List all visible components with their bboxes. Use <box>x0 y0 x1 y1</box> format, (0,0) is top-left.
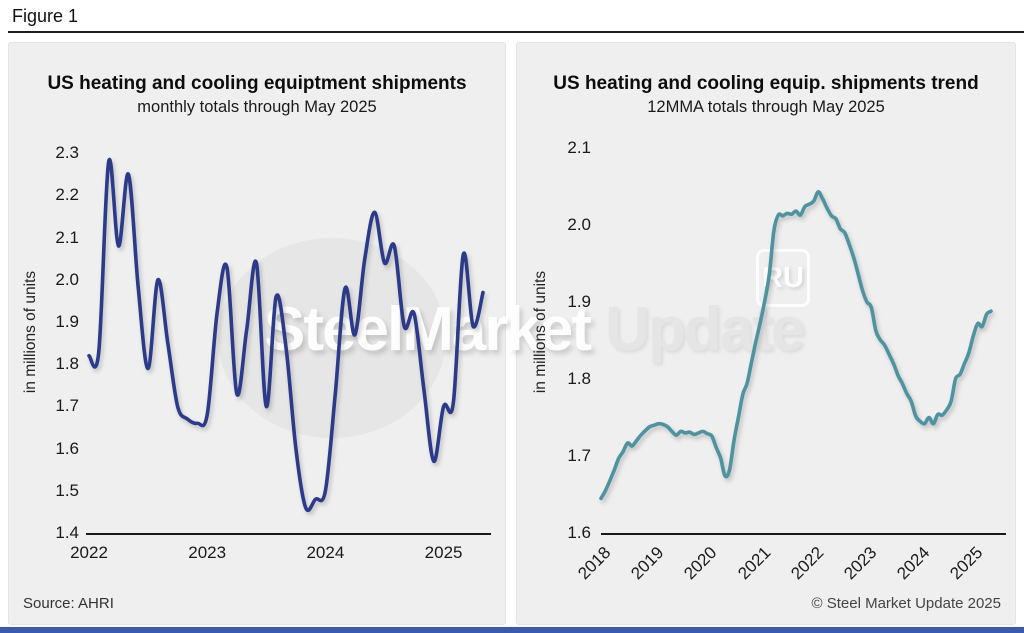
y-tick-label: 1.5 <box>55 480 79 500</box>
series-line <box>87 157 485 513</box>
y-tick-label: 1.4 <box>55 523 79 542</box>
y-tick-label: 2.1 <box>567 138 591 157</box>
y-tick-label: 2.1 <box>55 227 79 247</box>
trend-chart-title: US heating and cooling equip. shipments … <box>553 73 979 94</box>
x-tick-label: 2022 <box>70 543 108 562</box>
y-tick-label: 2.0 <box>55 269 79 289</box>
monthly-chart-title: US heating and cooling equiptment shipme… <box>47 73 467 94</box>
monthly-chart-panel: US heating and cooling equiptment shipme… <box>8 42 506 625</box>
trend-chart-panel: US heating and cooling equip. shipments … <box>516 42 1016 625</box>
x-tick-label: 2023 <box>188 543 227 562</box>
y-tick-label: 1.6 <box>55 438 79 458</box>
x-tick-label: 2024 <box>306 543 345 562</box>
x-tick-label: 2025 <box>424 543 463 562</box>
trend-chart-subtitle: 12MMA totals through May 2025 <box>647 98 885 116</box>
y-tick-label: 1.7 <box>55 396 79 416</box>
copyright-note: © Steel Market Update 2025 <box>811 595 1002 612</box>
y-tick-label: 1.9 <box>567 292 591 311</box>
monthly-shipments-line-chart <box>87 157 485 513</box>
figure-label: Figure 1 <box>8 4 1024 33</box>
y-tick-label: 2.3 <box>55 143 79 163</box>
y-tick-label: 2.0 <box>567 215 591 234</box>
y-tick-label: 1.8 <box>55 354 79 374</box>
y-tick-label: 1.8 <box>567 369 591 388</box>
x-axis <box>601 533 1006 535</box>
y-tick-label: 1.7 <box>567 446 591 465</box>
trend-12mma-line-chart <box>599 190 993 501</box>
y-tick-label: 1.9 <box>55 312 79 331</box>
y-tick-label: 1.6 <box>567 523 591 542</box>
source-note: Source: AHRI <box>23 595 114 612</box>
y-tick-label: 2.2 <box>55 185 79 205</box>
monthly-chart-subtitle: monthly totals through May 2025 <box>137 98 377 116</box>
series-line <box>599 190 993 501</box>
bottom-accent-bar <box>0 627 1024 633</box>
x-axis <box>86 533 491 535</box>
